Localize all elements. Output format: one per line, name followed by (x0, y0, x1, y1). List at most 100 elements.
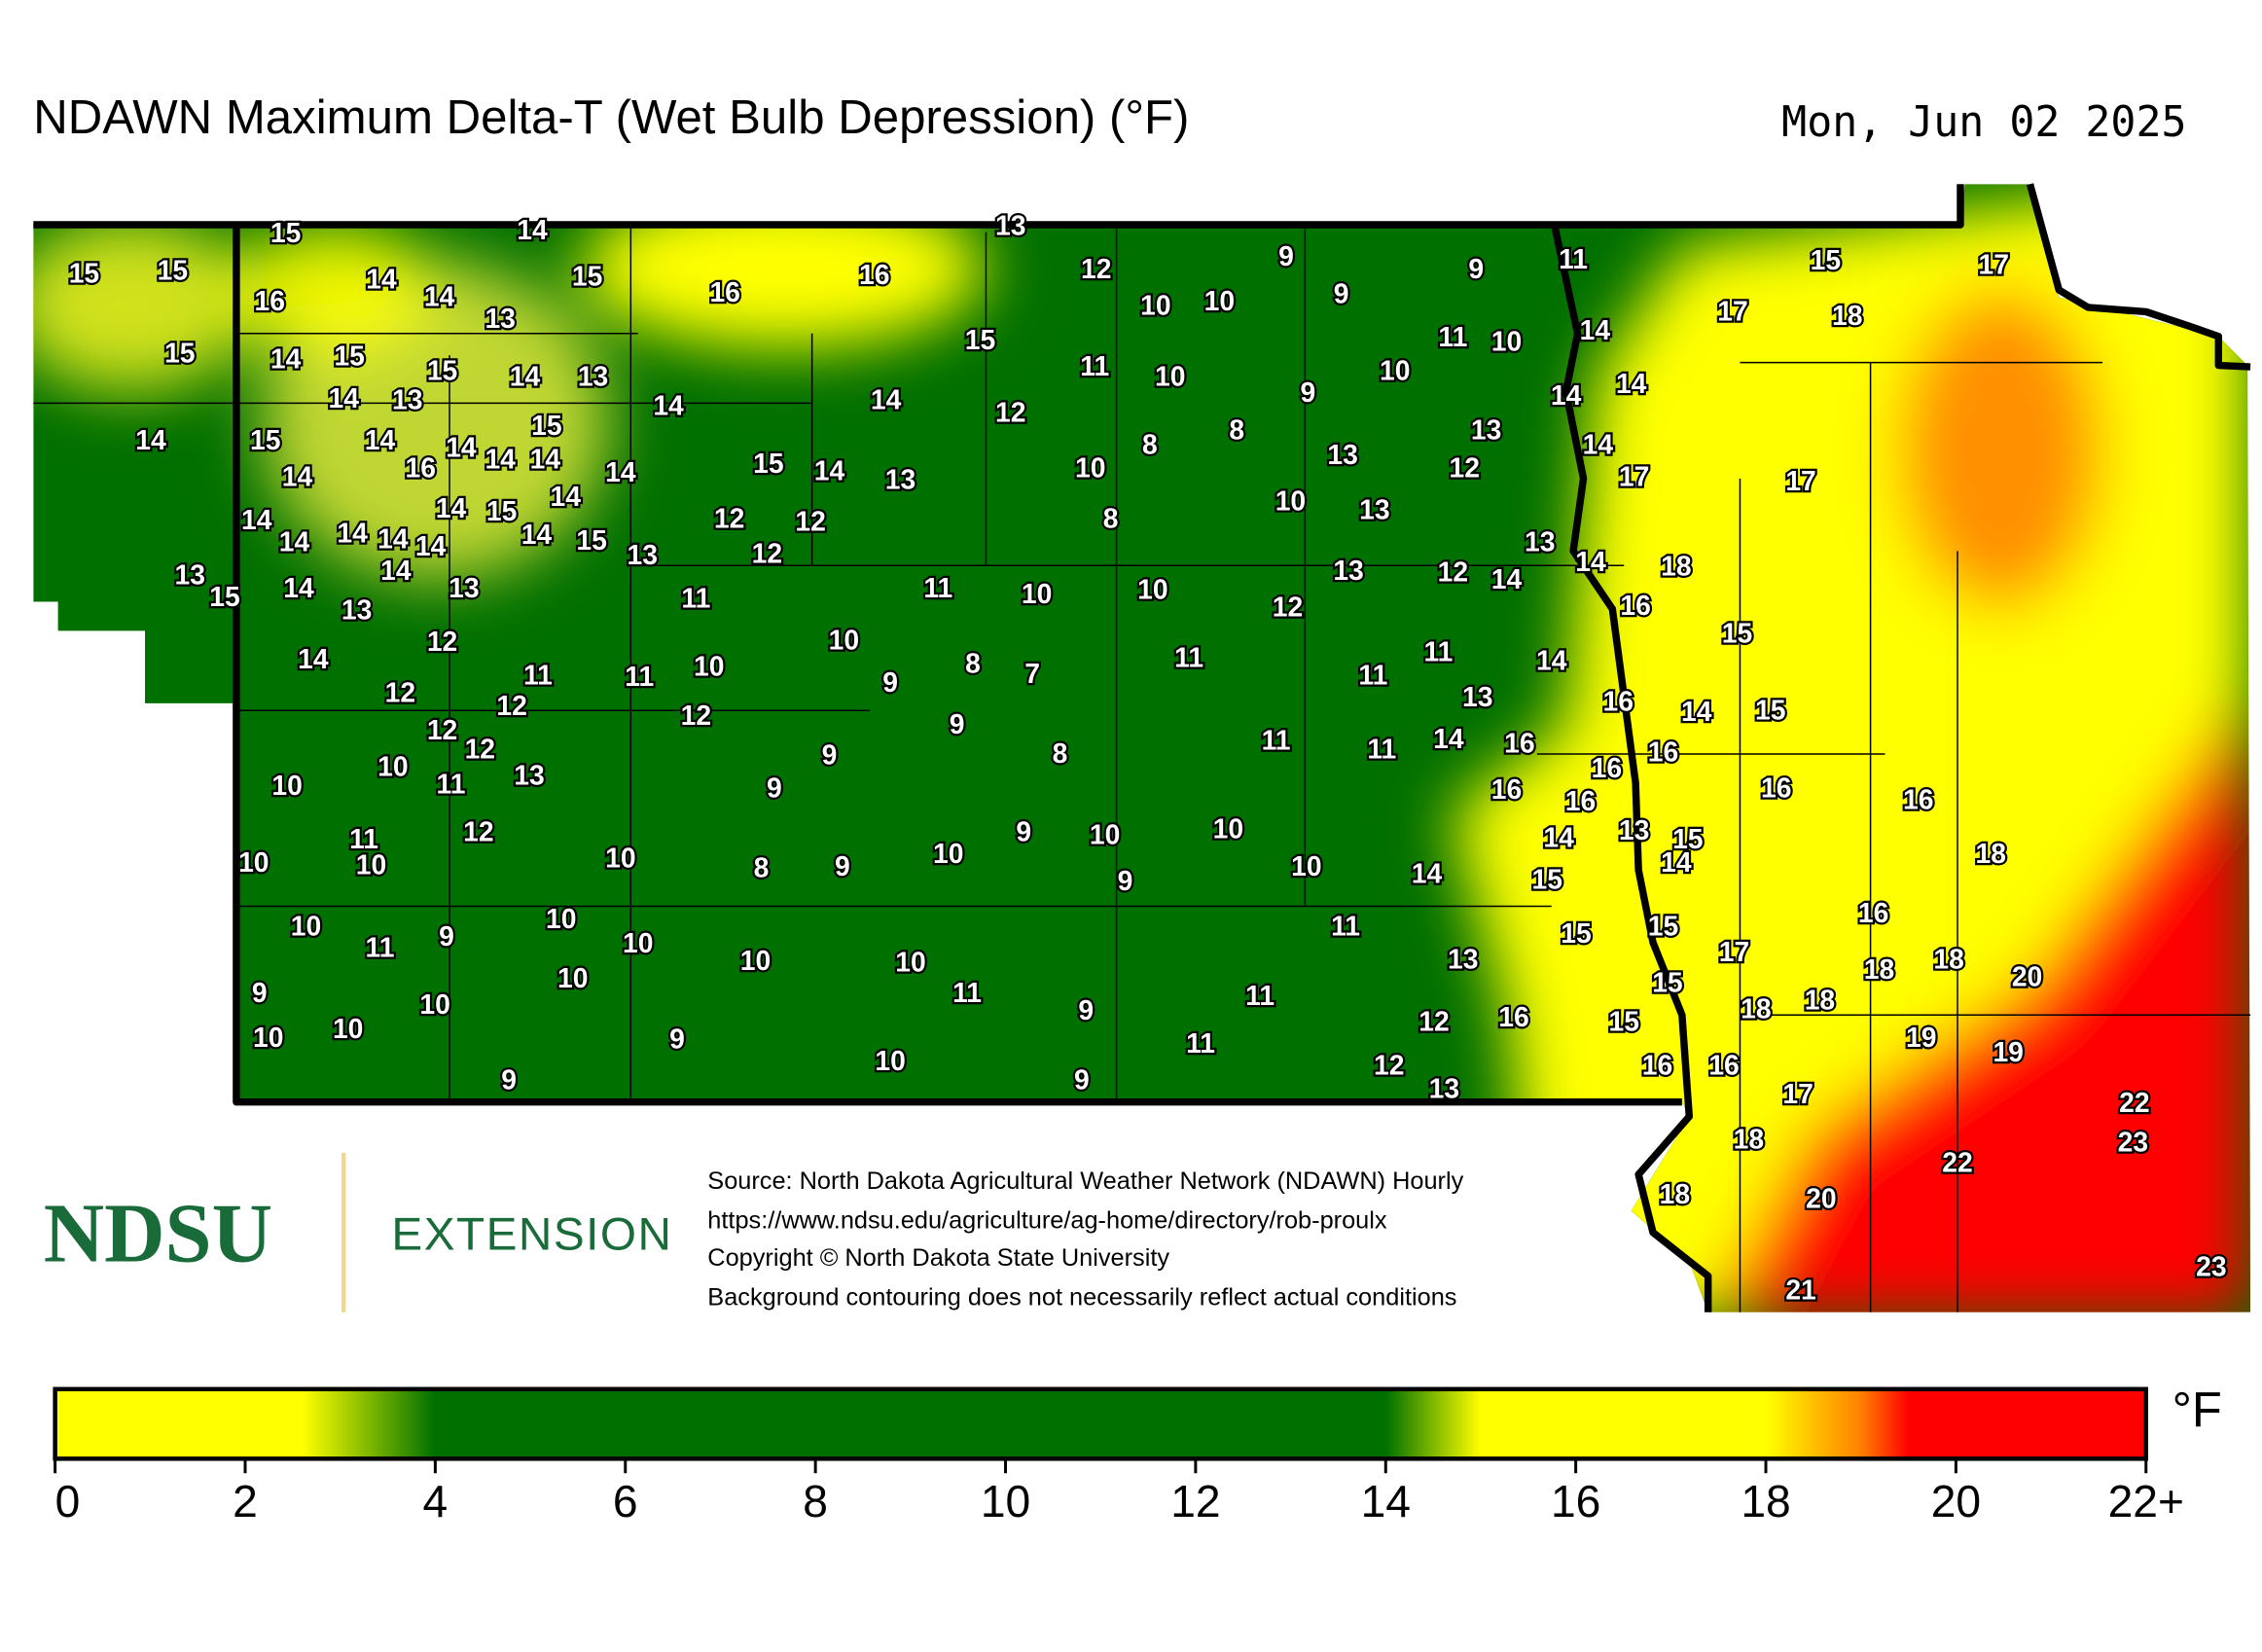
station-value: 11 (1438, 321, 1467, 352)
station-value: 9 (501, 1063, 517, 1095)
station-value: 13 (995, 209, 1025, 240)
station-value: 13 (1471, 414, 1501, 446)
station-value: 15 (1811, 244, 1841, 275)
station-value: 10 (1380, 355, 1410, 386)
map-date: Mon, Jun 02 2025 (1781, 98, 2186, 147)
station-value: 10 (1022, 578, 1052, 609)
tick-label: 12 (1170, 1476, 1220, 1526)
station-value: 14 (1580, 314, 1611, 345)
station-value: 9 (1278, 240, 1294, 271)
station-value: 11 (523, 659, 553, 690)
station-value: 16 (1498, 1001, 1528, 1032)
station-value: 12 (1438, 557, 1468, 588)
station-value: 14 (241, 504, 272, 535)
tick-label: 16 (1551, 1476, 1600, 1526)
station-value: 15 (572, 261, 602, 292)
station-value: 16 (1648, 736, 1678, 767)
station-value: 16 (1903, 784, 1933, 815)
station-value: 9 (1078, 994, 1094, 1025)
station-value: 14 (135, 424, 166, 455)
station-value: 14 (485, 443, 516, 474)
credit-line: Source: North Dakota Agricultural Weathe… (707, 1167, 1463, 1195)
station-value: 17 (1717, 295, 1747, 326)
station-value: 13 (392, 383, 422, 414)
station-value: 13 (174, 559, 204, 591)
station-value: 10 (1075, 451, 1105, 483)
boundaries (33, 183, 2251, 1312)
station-value: 10 (605, 842, 635, 873)
station-value: 11 (437, 768, 466, 799)
station-value: 15 (1722, 617, 1752, 648)
station-value: 14 (380, 555, 412, 586)
station-value: 12 (427, 714, 457, 745)
credit-line: Background contouring does not necessari… (707, 1283, 1456, 1311)
station-value: 14 (653, 389, 684, 420)
station-value: 22 (1942, 1146, 1972, 1177)
station-value: 14 (510, 360, 541, 391)
station-value: 8 (754, 852, 770, 883)
station-value: 9 (1016, 815, 1031, 846)
station-value: 22 (2119, 1087, 2149, 1118)
station-value: 18 (1864, 953, 1894, 985)
station-value: 11 (1424, 636, 1454, 667)
station-value: 15 (753, 448, 783, 479)
tick-label: 20 (1931, 1476, 1981, 1526)
station-value: 15 (576, 524, 606, 556)
station-value: 15 (1531, 864, 1562, 895)
logo-name: NDSU (44, 1187, 272, 1280)
red-river-border (1551, 224, 1712, 1312)
station-value: 14 (365, 424, 396, 455)
station-value: 13 (1429, 1072, 1459, 1103)
station-value: 16 (1504, 728, 1534, 759)
station-value: 13 (1333, 555, 1363, 586)
station-value: 10 (1140, 289, 1170, 320)
station-value: 14 (279, 525, 310, 557)
station-value: 14 (1412, 858, 1443, 889)
station-value: 16 (1603, 685, 1634, 716)
station-value: 11 (1174, 642, 1203, 673)
station-value: 10 (875, 1045, 905, 1076)
station-value: 13 (341, 593, 372, 625)
station-value: 11 (952, 977, 982, 1008)
station-value: 8 (1229, 414, 1244, 446)
station-value: 10 (1090, 818, 1120, 849)
station-value: 11 (1559, 243, 1588, 274)
station-value: 9 (767, 772, 782, 804)
tick-label: 6 (613, 1476, 638, 1526)
station-value: 10 (1204, 285, 1235, 316)
station-value: 14 (517, 214, 548, 245)
station-value: 17 (1719, 936, 1749, 967)
station-value: 13 (1619, 814, 1649, 845)
station-value: 19 (1993, 1036, 2023, 1067)
state-border (2026, 183, 2251, 371)
station-value: 9 (950, 708, 965, 739)
station-value: 14 (283, 572, 314, 603)
station-value: 12 (681, 700, 711, 731)
station-value: 9 (439, 920, 454, 952)
station-value: 12 (714, 503, 744, 534)
station-value: 18 (1741, 992, 1771, 1024)
station-value: 15 (486, 495, 517, 526)
station-value: 14 (814, 454, 845, 485)
station-value: 18 (1976, 838, 2006, 869)
station-value: 10 (1275, 485, 1306, 517)
station-value: 14 (415, 530, 447, 561)
station-value: 15 (69, 258, 99, 289)
station-value: 16 (1620, 590, 1650, 621)
tick-label: 4 (423, 1476, 449, 1526)
station-value: 14 (1681, 696, 1712, 727)
station-value: 15 (209, 581, 239, 612)
station-value: 12 (1450, 451, 1480, 483)
station-value: 12 (385, 676, 415, 707)
station-value: 15 (1672, 823, 1703, 854)
station-value: 9 (1334, 278, 1349, 309)
station-value: 14 (871, 383, 902, 414)
station-value: 11 (1262, 725, 1291, 756)
station-value: 14 (270, 343, 302, 375)
station-value: 21 (1785, 1274, 1815, 1305)
station-value: 16 (1592, 752, 1622, 783)
station-value: 15 (1755, 694, 1785, 725)
station-value: 20 (2012, 960, 2042, 991)
station-value: 8 (965, 648, 981, 679)
